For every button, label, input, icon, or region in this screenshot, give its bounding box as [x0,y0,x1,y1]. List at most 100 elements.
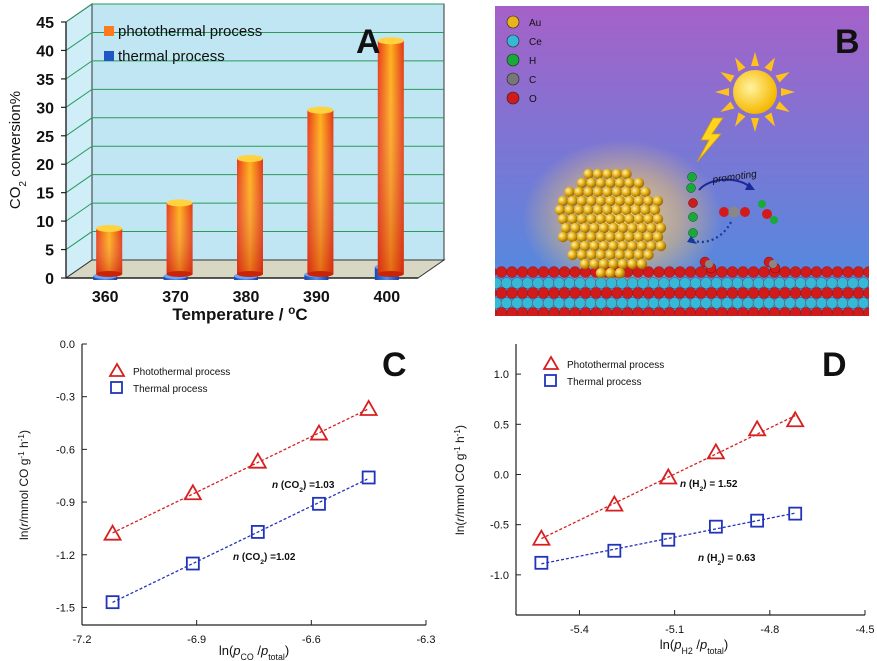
legend-marker-photothermal [108,362,126,377]
y-tick-label: 0 [45,271,54,288]
data-point-photothermal [785,410,805,428]
gold-atom [605,213,616,225]
substrate-atom [758,307,770,316]
gold-atom [633,249,645,261]
substrate-atom [674,307,686,316]
data-point-thermal [708,519,723,534]
substrate-atom [569,266,581,278]
substrate-atom [794,277,807,289]
y-tick-label: 45 [36,15,54,32]
substrate-atom [506,307,518,316]
substrate-atom [847,277,859,289]
substrate-atom [500,277,513,289]
y-tick-label: -0.3 [56,392,75,404]
gold-atom [605,177,616,189]
substrate-atom [542,277,555,289]
gold-atom [602,168,613,180]
substrate-atom [705,307,718,316]
gold-atom [621,204,632,216]
substrate-atom [579,287,592,299]
substrate-atom [553,297,565,309]
gold-atom [636,258,648,270]
substrate-atom [779,266,791,278]
y-axis-title: ln(r/mmol CO g-1 h-1) [17,430,32,540]
substrate-atom [532,297,544,309]
substrate-atom [805,297,817,309]
substrate-atom [800,287,812,299]
substrate-atom [595,297,607,309]
substrate-atom [532,277,544,289]
substrate-atom [800,266,812,278]
y-tick-label: 35 [36,72,54,89]
data-point-thermal [250,525,265,539]
y-axis-title: CO2 conversion% [7,91,29,209]
annotation-thermal: n (H2) = 0.63 [698,553,756,567]
substrate-atom [831,287,844,299]
legend-label-photothermal: Photothermal process [567,360,664,371]
sun-ray [781,88,795,96]
substrate-atom [731,297,744,309]
gold-atom [649,204,661,216]
data-point-photothermal [658,467,678,485]
x-tick-label: 360 [92,289,119,306]
gold-atom [633,177,645,189]
substrate-atom [752,297,765,309]
substrate-atom [500,297,513,309]
gold-atom [643,213,654,225]
gold-atom [630,204,642,216]
legend-marker-photothermal [542,355,560,370]
substrate-atom [668,277,681,289]
carbon-atom [728,206,740,218]
data-point-photothermal [103,523,123,541]
substrate-atom [511,277,523,289]
gold-atom [557,195,569,207]
substrate-atom [752,277,765,289]
substrate-atom [621,307,634,316]
gold-atom [595,231,607,243]
substrate-atom [826,277,838,289]
substrate-atom [579,307,592,316]
substrate-atom [537,287,550,299]
substrate-atom [574,277,586,289]
substrate-atom [679,277,691,289]
substrate-atom [668,297,681,309]
gold-atom [598,258,610,270]
substrate-atom [684,307,697,316]
gold-atom [636,240,648,252]
substrate-atom [716,287,728,299]
gold-atom [583,204,594,216]
gold-atom [614,249,626,261]
gold-atom [595,177,607,189]
substrate-atom [527,307,539,316]
hydrogen-atom [686,183,696,193]
substrate-atom [695,307,707,316]
substrate-atom [584,277,597,289]
gold-atom [633,195,645,207]
gold-atom [627,222,638,234]
gold-atom [586,231,597,243]
gold-atom [592,168,604,180]
substrate-atom [742,297,754,309]
promoting-arrowhead [745,182,755,190]
substrate-atom [700,297,712,309]
substrate-atom [647,277,660,289]
gold-atom [652,195,664,207]
substrate-atom [506,287,518,299]
bar-photothermal-shade [307,110,334,274]
gold-atom [643,249,654,261]
panel-a-bar-chart: 0 5 10 15 20 25 30 35 40 45 360 370 380 390 400 Tempera… [7,3,446,325]
substrate-atom [747,287,760,299]
data-point-photothermal [604,494,624,512]
substrate-atom [779,307,791,316]
y-tick-label: -1.0 [490,570,509,582]
substrate-atom [506,266,518,278]
substrate-atom [800,307,812,316]
x-axis-title: Temperature / oC [172,304,307,325]
substrate-atom [616,297,628,309]
x-axis-title: ln(pH2 /ptotal) [660,637,728,656]
panel-c-letter: C [382,346,407,384]
substrate-atom [716,307,728,316]
sun-ray [751,52,759,66]
substrate-atom [653,287,665,299]
legend-label-photothermal: photothermal process [118,23,262,40]
